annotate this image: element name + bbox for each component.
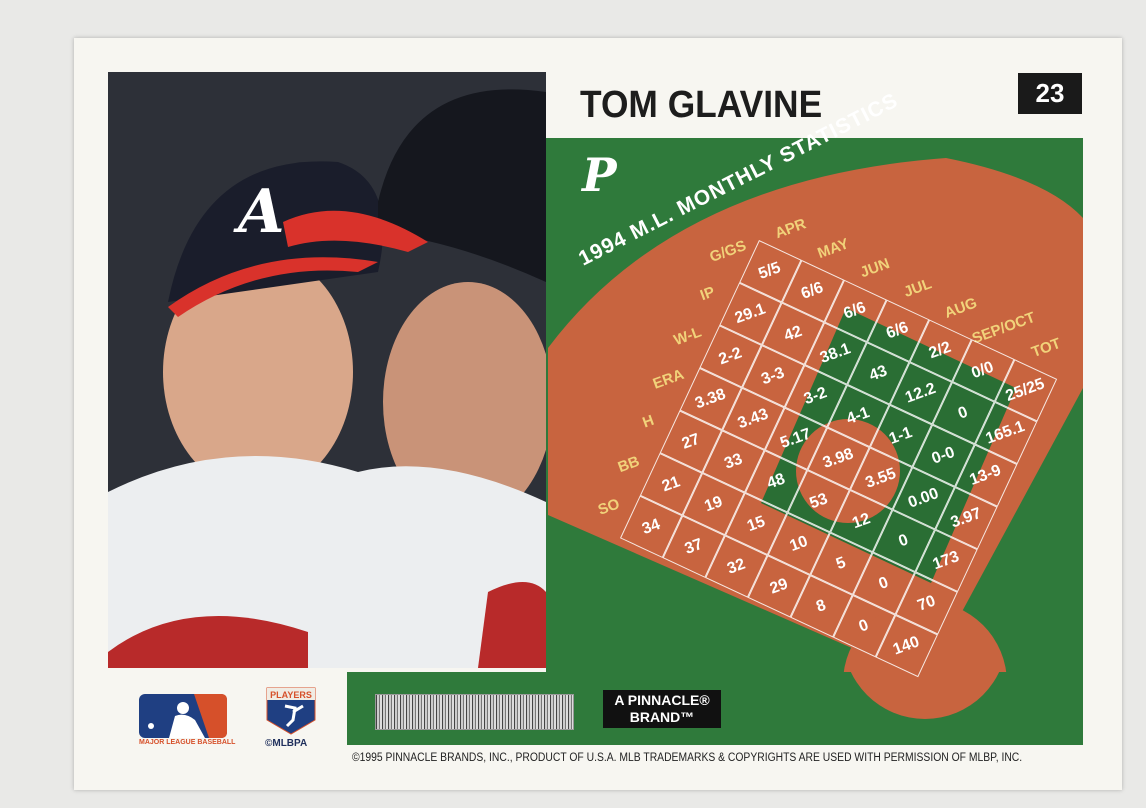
mlb-logo-text: MAJOR LEAGUE BASEBALL (139, 739, 236, 746)
stat-value: 3.98 (820, 444, 856, 472)
month-label-text: JUL (901, 275, 935, 302)
stat-value: 12.2 (903, 379, 939, 407)
stat-value: 37 (682, 535, 705, 558)
stat-label-text: H (640, 411, 657, 432)
stat-value: 12 (849, 509, 873, 532)
stat-value: 43 (866, 361, 890, 384)
stat-value: 27 (679, 430, 703, 453)
photo-illustration: A (108, 72, 546, 668)
stat-value: 3-2 (801, 383, 830, 408)
stat-value: 3-3 (759, 363, 787, 388)
stat-value: 0 (856, 616, 872, 636)
stat-label-text: IP (698, 283, 718, 305)
stat-value: 5 (834, 553, 849, 573)
stat-value: 21 (659, 472, 683, 495)
stat-value: 5.17 (778, 424, 814, 452)
stat-value: 5/5 (756, 258, 784, 283)
stat-value: 3.55 (863, 464, 899, 492)
stat-value: 34 (639, 515, 663, 538)
stat-value: 53 (807, 489, 830, 512)
player-name: TOM GLAVINE (580, 84, 823, 126)
stat-value: 4-1 (844, 403, 873, 428)
stat-value: 42 (781, 322, 805, 345)
stat-value: 6/6 (799, 278, 827, 303)
stat-value: 8 (814, 596, 829, 616)
stat-value: 165.1 (984, 417, 1028, 448)
month-label-text: APR (772, 215, 809, 243)
month-label-text: MAY (814, 235, 851, 262)
stat-value: 2-2 (716, 344, 745, 368)
stat-value: 6/6 (884, 318, 912, 343)
stat-value: 0.00 (906, 484, 942, 512)
stat-value: 140 (891, 632, 923, 659)
copyright-line: ©1995 PINNACLE BRANDS, INC., PRODUCT OF … (352, 752, 1023, 764)
stat-label-text: G/GS (707, 236, 749, 266)
stat-value: 6/6 (842, 298, 869, 323)
stat-value: 0 (956, 403, 971, 423)
stat-value: 13-9 (968, 461, 1005, 489)
stat-value: 0 (896, 530, 911, 550)
players-badge-text: PLAYERS (270, 690, 312, 700)
mlbpa-players-logo: PLAYERS (266, 687, 316, 735)
stat-value: 33 (722, 449, 745, 473)
stat-value: 32 (724, 555, 748, 578)
stat-value: 70 (915, 591, 938, 614)
stat-label-text: SO (595, 495, 622, 519)
stat-value: 48 (764, 469, 788, 492)
stat-label-text: BB (615, 452, 642, 477)
stat-value: 0/0 (969, 358, 997, 382)
stat-label-text: W-L (671, 323, 705, 350)
stat-value: 3.97 (948, 504, 984, 532)
card-number-badge: 23 (1018, 73, 1082, 114)
stat-value: 2/2 (927, 338, 954, 363)
brand-line-1: A PINNACLE® (614, 692, 710, 708)
month-label-text: AUG (942, 294, 980, 322)
stat-value: 1-1 (887, 423, 915, 448)
stats-field-background (546, 138, 1083, 718)
stat-value: 10 (787, 532, 810, 555)
baseball-diamond-graphic (548, 158, 1083, 718)
month-label-text: TOT (1028, 334, 1063, 361)
stat-value: 173 (930, 547, 962, 573)
brand-line-2: BRAND™ (629, 709, 695, 725)
mlb-logo (139, 694, 227, 738)
pinnacle-brand-logo: A PINNACLE® BRAND™ (603, 690, 721, 728)
hologram-barcode (375, 694, 574, 730)
stat-value: 38.1 (817, 339, 854, 367)
stat-value: 0-0 (929, 443, 958, 468)
stat-value: 3.38 (693, 385, 729, 412)
stat-label-text: ERA (650, 365, 686, 393)
stat-value: 25/25 (1004, 375, 1048, 405)
stat-value: 29 (767, 574, 791, 597)
stat-value: 3.43 (735, 405, 771, 432)
month-label-text: JUN (858, 255, 893, 282)
stat-value: 19 (702, 492, 725, 515)
stat-value: 15 (744, 512, 768, 535)
mlbpa-text: ©MLBPA (265, 738, 308, 749)
stat-value: 29.1 (732, 300, 768, 327)
stat-value: 0 (876, 573, 891, 593)
position-label: P (582, 148, 617, 202)
svg-text:A: A (233, 177, 285, 247)
player-photo: A (108, 72, 546, 668)
